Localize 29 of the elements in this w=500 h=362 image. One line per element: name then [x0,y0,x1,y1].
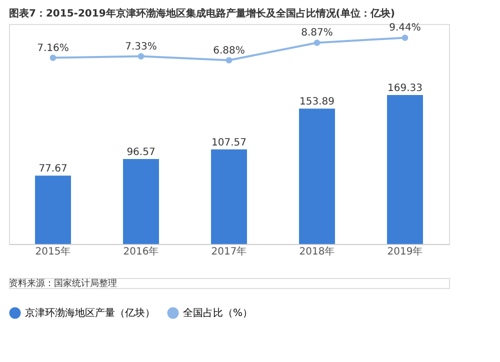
bar [387,94,423,244]
data-label: 8.87% [301,28,333,39]
point [226,57,232,64]
text: 资料来源：国家统计局整理 [9,278,117,289]
data-label: 96.57 [126,147,156,158]
data-label: 153.89 [300,96,334,108]
data-label: 169.33 [388,82,422,94]
data-label: 9.44% [389,22,421,34]
x-tick-label: 2015年 [35,246,71,258]
bar [211,149,247,244]
point [314,40,320,46]
data-label: 7.33% [125,41,157,52]
point [138,53,144,60]
x-tick-label: 2019年 [387,246,423,258]
bar [123,159,159,244]
chart-title: 图表7：2015-2019年京津环渤海地区集成电路产量增长及全国占比情况(单位：亿块) [9,8,395,20]
bar [35,176,71,244]
point [402,34,408,41]
data-label: 6.88% [213,45,245,56]
x-tick-label: 2018年 [299,246,335,258]
point [50,54,56,61]
x-tick-label: 2017年 [211,246,247,258]
data-label: 107.57 [212,137,246,148]
legend-label: 全国占比（%） [183,307,253,319]
data-label: 7.16% [37,42,69,54]
legend-label: 京津环渤海地区产量（亿块） [25,307,155,319]
x-tick-label: 2016年 [123,246,159,258]
bar [299,108,335,244]
data-label: 77.67 [38,164,68,175]
